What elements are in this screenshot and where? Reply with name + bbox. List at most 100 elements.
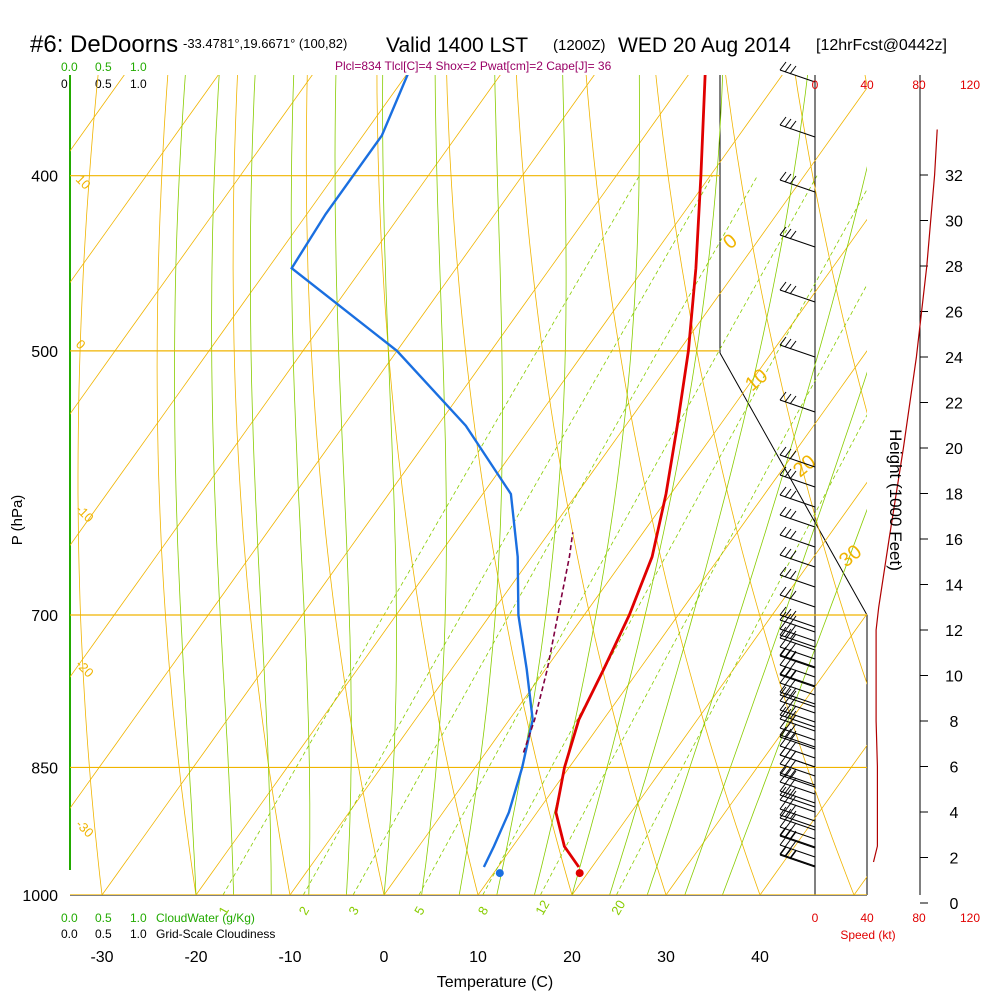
- height-tick-label: 20: [945, 441, 963, 458]
- dry-adiabat-line: [585, 75, 761, 895]
- dry-adiabat-line: [794, 75, 867, 414]
- theta-label: 20: [789, 451, 820, 482]
- wind-barb: [779, 566, 816, 588]
- wind-barb: [779, 806, 816, 828]
- height-tick-label: 22: [945, 396, 963, 413]
- wind-barb: [779, 766, 816, 788]
- valid-time: Valid 1400 LST: [386, 34, 528, 57]
- x-tick-label: -10: [278, 949, 301, 966]
- pressure-tick-label: 850: [31, 760, 58, 777]
- isotherm-line: [0, 0, 34, 895]
- sounding-indices: Plcl=834 Tlcl[C]=4 Shox=2 Pwat[cm]=2 Cap…: [335, 59, 612, 73]
- isotherm-line: [289, 87, 867, 895]
- wind-barb: [779, 606, 816, 628]
- x-tick-label: -20: [184, 949, 207, 966]
- isotherm-line: [70, 75, 313, 415]
- height-tick-label: 24: [945, 350, 963, 367]
- x-tick-label: -30: [90, 949, 113, 966]
- speed-bottom-tick-3: 120: [960, 911, 980, 925]
- cloudiness-bottom-tick-1: 0.5: [95, 927, 112, 941]
- wind-barb: [779, 782, 816, 804]
- moist-adiabat-line: [421, 75, 447, 895]
- moist-adiabat-line: [382, 75, 397, 895]
- speed-axis: 0 40 80 120 0 40 80 120 Speed (kt): [812, 78, 981, 942]
- moist-adiabat-line: [609, 75, 809, 895]
- wind-barb: [779, 586, 816, 608]
- wind-barb: [779, 486, 816, 508]
- forecast-label: [12hrFcst@0442z]: [816, 37, 947, 54]
- wind-barb: [779, 506, 816, 528]
- height-tick-label: 26: [945, 305, 963, 322]
- wind-barb: [779, 845, 816, 867]
- dewpoint-profile: [290, 75, 534, 868]
- isotherm-line: [101, 75, 689, 895]
- theta-label: 0: [73, 337, 89, 353]
- wind-speed-profile: [872, 129, 938, 863]
- cloudwater-bottom-tick-2: 1.0: [130, 911, 147, 925]
- mixing-ratio-line: [540, 283, 867, 895]
- moist-adiabat-line: [290, 75, 311, 895]
- moist-adiabat-line: [722, 508, 867, 895]
- moist-adiabat-line: [534, 75, 640, 895]
- speed-top-tick-2: 80: [912, 78, 926, 92]
- wind-barb: [779, 226, 816, 248]
- mixing-ratio-label: 12: [532, 897, 552, 917]
- speed-bottom-tick-1: 40: [860, 911, 874, 925]
- speed-bottom-tick-2: 80: [912, 911, 926, 925]
- theta-label: -20: [73, 657, 97, 681]
- height-tick-label: 6: [950, 760, 959, 777]
- height-tick-label: 30: [945, 214, 963, 231]
- cloudwater-tick-1: 0.5: [95, 60, 112, 74]
- moist-adiabat-line: [571, 75, 724, 895]
- cloudwater-tick-0: 0.0: [61, 60, 78, 74]
- wind-barb: [779, 526, 816, 548]
- height-tick-label: 12: [945, 623, 963, 640]
- mixing-ratio-label: 2: [296, 904, 313, 918]
- x-tick-label: 20: [563, 949, 581, 966]
- height-tick-label: 10: [945, 669, 963, 686]
- dry-adiabat-line: [376, 75, 479, 895]
- moist-adiabat-line: [174, 75, 197, 895]
- cloudwater-bottom-tick-1: 0.5: [95, 911, 112, 925]
- moist-adiabat-line: [334, 75, 352, 895]
- dry-adiabat-line: [305, 75, 385, 895]
- pressure-tick-label: 500: [31, 344, 58, 361]
- isotherm-line: [70, 75, 125, 152]
- isotherm-line: [70, 75, 407, 547]
- speed-bottom-tick-0: 0: [812, 911, 819, 925]
- height-tick-label: 28: [945, 259, 963, 276]
- speed-top-tick-0: 0: [812, 78, 819, 92]
- dry-adiabat-line: [516, 75, 667, 895]
- theta-label: -10: [73, 502, 97, 526]
- isotherm-line: [383, 218, 867, 895]
- height-tick-label: 2: [950, 851, 959, 868]
- dry-adiabat-line: [655, 75, 855, 895]
- x-tick-label: 30: [657, 949, 675, 966]
- height-tick-label: 8: [950, 714, 959, 731]
- cloudiness-tick-1: 0.5: [95, 77, 112, 91]
- height-tick-label: 16: [945, 532, 963, 549]
- x-tick-label: 0: [380, 949, 389, 966]
- mixing-ratio-line: [302, 175, 713, 895]
- surface-temperature-point: [575, 869, 584, 878]
- wind-barb: [779, 61, 816, 83]
- height-tick-label: 4: [950, 805, 959, 822]
- height-axis-label: Height (1000 Feet): [886, 429, 905, 571]
- dry-adiabat-line: [77, 75, 103, 895]
- wind-barb: [779, 726, 816, 748]
- temperature-profile: [554, 75, 707, 868]
- mixing-ratio-line: [482, 188, 867, 895]
- isotherm-line: [70, 75, 595, 809]
- isotherm-line: [571, 481, 867, 895]
- dry-adiabat-line: [446, 75, 573, 895]
- x-axis-label: Temperature (C): [437, 974, 553, 991]
- mixing-ratio-label: 3: [345, 904, 362, 918]
- cloudiness-bottom-tick-2: 1.0: [130, 927, 147, 941]
- wind-barb: [779, 446, 816, 468]
- wind-barb: [779, 546, 816, 568]
- moist-adiabat-line: [684, 371, 867, 895]
- dry-adiabat-line: [864, 75, 867, 89]
- height-tick-label: 18: [945, 487, 963, 504]
- theta-label: 0: [719, 230, 742, 254]
- dry-adiabat-line: [156, 75, 197, 895]
